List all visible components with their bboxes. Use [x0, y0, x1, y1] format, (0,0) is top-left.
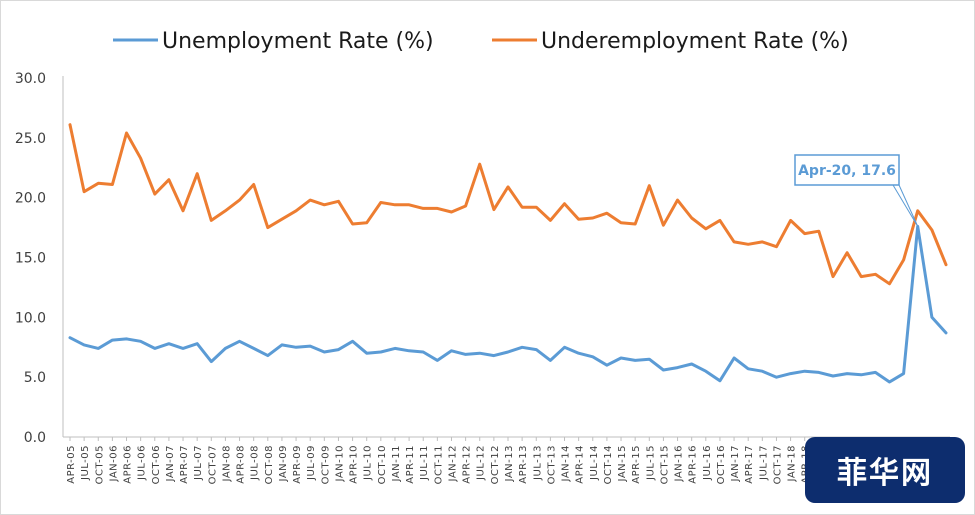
- x-tick-label: JUL-13: [532, 445, 543, 481]
- x-tick-label: JUL-14: [589, 445, 600, 481]
- annotation-leader-line: [892, 184, 919, 227]
- legend-label-unemployment: Unemployment Rate (%): [162, 29, 434, 54]
- x-tick-label: JUL-08: [250, 445, 261, 481]
- x-tick-label: OCT-15: [659, 445, 670, 484]
- y-tick-label: 20.0: [15, 191, 46, 207]
- x-tick-label: OCT-11: [433, 445, 444, 484]
- annotation-leader-line: [898, 184, 919, 227]
- x-tick-label: OCT-10: [377, 445, 388, 484]
- x-tick-label: APR-17: [744, 445, 755, 484]
- x-tick-label: OCT-12: [490, 445, 501, 484]
- x-tick-label: OCT-06: [151, 445, 162, 484]
- series-line-underemployment: [68, 123, 948, 286]
- y-tick-label: 30.0: [15, 71, 46, 87]
- x-tick-label: JUL-10: [363, 445, 374, 481]
- x-tick-label: OCT-09: [320, 445, 331, 484]
- x-tick-label: JAN-12: [447, 445, 458, 482]
- x-tick-label: APR-13: [518, 445, 529, 484]
- x-tick-label: APR-12: [462, 445, 473, 484]
- x-tick-label: JAN-07: [165, 445, 176, 482]
- watermark-logo: 菲华网: [805, 437, 965, 503]
- legend-label-underemployment: Underemployment Rate (%): [541, 29, 849, 54]
- x-tick-label: OCT-13: [546, 445, 557, 484]
- x-tick-label: OCT-08: [264, 445, 275, 484]
- x-tick-label: JAN-09: [278, 445, 289, 482]
- watermark-text: 菲华网: [837, 456, 933, 491]
- x-tick-label: JAN-17: [730, 445, 741, 482]
- x-tick-label: JUL-15: [645, 445, 656, 481]
- x-tick-label: OCT-14: [603, 445, 614, 484]
- x-tick-label: APR-09: [292, 445, 303, 484]
- x-tick-label: JUL-05: [80, 445, 91, 481]
- y-tick-label: 25.0: [15, 131, 46, 147]
- x-tick-label: JAN-13: [504, 445, 515, 482]
- x-tick-label: JUL-11: [419, 445, 430, 481]
- annotation-label: Apr-20, 17.6: [798, 163, 896, 179]
- x-tick-label: JAN-15: [617, 445, 628, 482]
- series-line-unemployment: [68, 224, 948, 384]
- x-tick-label: JUL-09: [306, 445, 317, 481]
- x-tick-label: JUL-06: [137, 445, 148, 481]
- x-tick-label: OCT-16: [716, 445, 727, 484]
- x-tick-label: OCT-17: [772, 445, 783, 484]
- x-tick-label: JUL-07: [193, 445, 204, 481]
- x-tick-label: OCT-05: [94, 445, 105, 484]
- x-tick-label: APR-14: [575, 445, 586, 484]
- x-tick-label: JAN-06: [108, 445, 119, 482]
- x-tick-label: APR-06: [123, 445, 134, 484]
- x-tick-label: APR-07: [179, 445, 190, 484]
- y-tick-label: 5.0: [24, 370, 46, 386]
- x-tick-label: APR-16: [688, 445, 699, 484]
- x-tick-label: JAN-14: [561, 445, 572, 482]
- x-tick-label: JAN-10: [334, 445, 345, 482]
- y-tick-label: 15.0: [15, 251, 46, 267]
- x-tick-label: APR-08: [236, 445, 247, 484]
- x-tick-label: JUL-17: [758, 445, 769, 481]
- x-tick-label: APR-10: [349, 445, 360, 484]
- x-tick-label: JAN-16: [674, 445, 685, 482]
- x-tick-label: JUL-12: [476, 445, 487, 481]
- x-tick-label: JUL-16: [702, 445, 713, 481]
- x-tick-label: JAN-18: [787, 445, 798, 482]
- x-tick-label: JAN-11: [391, 445, 402, 482]
- x-tick-label: OCT-07: [207, 445, 218, 484]
- x-tick-label: APR-05: [66, 445, 77, 484]
- annotation-box: [794, 154, 900, 186]
- y-tick-label: 0.0: [24, 430, 46, 446]
- y-tick-label: 10.0: [15, 310, 46, 326]
- x-tick-label: APR-11: [405, 445, 416, 484]
- x-tick-label: JAN-08: [221, 445, 232, 482]
- x-tick-label: APR-15: [631, 445, 642, 484]
- legend: Unemployment Rate (%) Underemployment Ra…: [113, 29, 849, 54]
